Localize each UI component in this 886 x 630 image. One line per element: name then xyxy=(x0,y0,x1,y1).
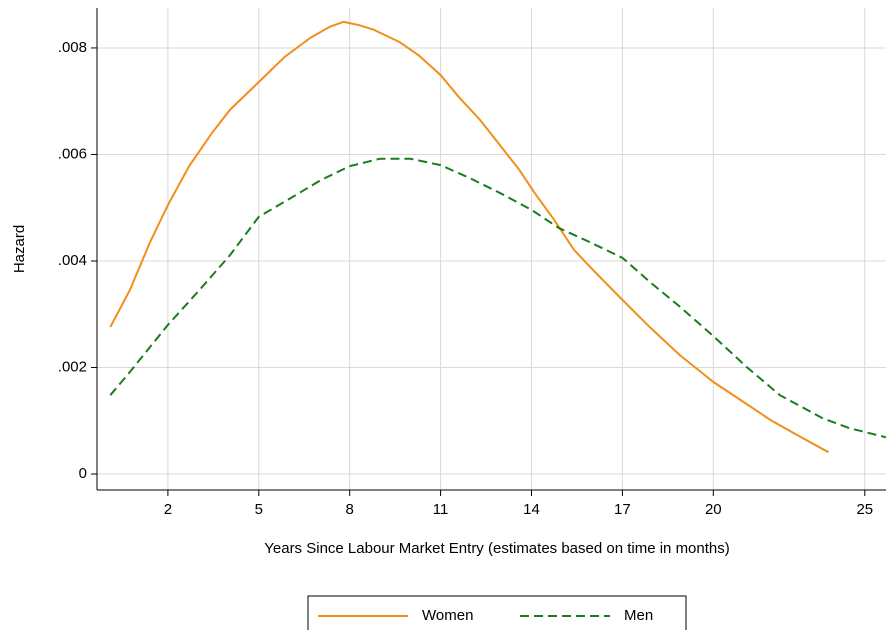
x-tick-label: 14 xyxy=(523,501,540,518)
series-line xyxy=(109,20,829,454)
x-tick-label: 2 xyxy=(164,501,172,518)
x-tick-label: 20 xyxy=(705,501,722,518)
y-tick-label: .008 xyxy=(58,39,87,56)
series-line xyxy=(109,157,886,439)
y-tick-label: .006 xyxy=(58,145,87,162)
legend-label: Women xyxy=(422,607,473,624)
x-tick-label: 8 xyxy=(346,501,354,518)
x-axis-label: Years Since Labour Market Entry (estimat… xyxy=(264,540,730,557)
legend-box xyxy=(307,595,687,630)
x-tick-label: 11 xyxy=(433,501,449,518)
y-axis-label: Hazard xyxy=(11,225,28,273)
x-tick-label: 17 xyxy=(614,501,631,518)
legend-label: Men xyxy=(624,607,653,624)
y-tick-label: .002 xyxy=(58,358,87,375)
x-tick-label: 25 xyxy=(856,501,873,518)
y-tick-label: 0 xyxy=(79,465,87,482)
y-tick-label: .004 xyxy=(58,252,87,269)
x-tick-label: 5 xyxy=(255,501,263,518)
